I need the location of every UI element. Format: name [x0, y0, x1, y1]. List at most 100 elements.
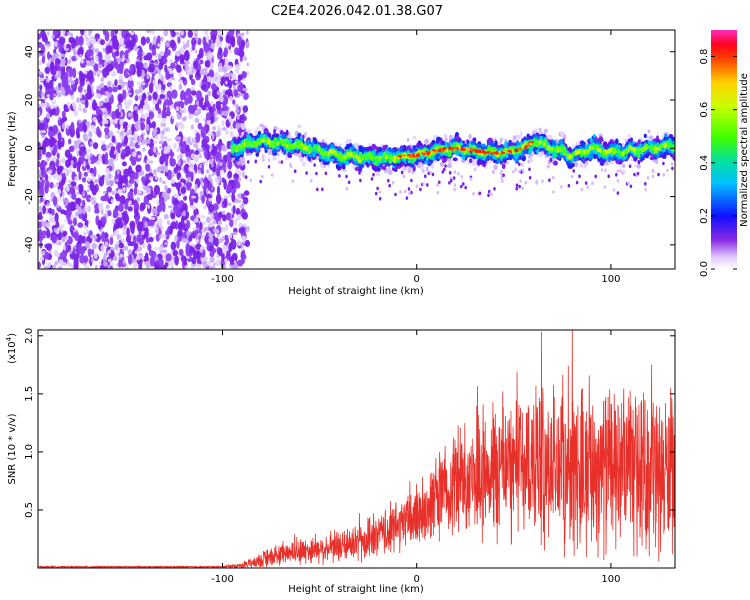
noise-cell — [57, 116, 60, 120]
noise-cell — [61, 58, 66, 65]
noise-cell — [75, 197, 82, 205]
noise-cell — [61, 75, 68, 86]
noise-cell — [227, 50, 232, 54]
noise-cell — [111, 110, 117, 120]
noise-cell — [93, 166, 97, 177]
signal-cell — [647, 129, 651, 134]
noise-cell — [158, 72, 162, 80]
noise-cell — [196, 263, 202, 269]
noise-cell — [116, 169, 120, 175]
noise-cell — [83, 109, 87, 113]
noise-cell — [186, 39, 190, 45]
noise-cell — [89, 38, 94, 43]
noise-cell — [44, 66, 50, 74]
noise-cell — [115, 220, 120, 229]
noise-cell — [200, 84, 207, 91]
noise-cell — [107, 265, 111, 269]
noise-cell — [215, 229, 218, 235]
noise-cell — [112, 208, 119, 219]
noise-cell — [48, 207, 53, 214]
noise-cell — [210, 225, 216, 236]
noise-cell — [213, 30, 218, 36]
noise-cell — [70, 181, 77, 187]
noise-cell — [38, 228, 43, 236]
noise-cell — [110, 146, 116, 152]
noise-cell — [84, 99, 89, 109]
noise-cell — [54, 212, 59, 223]
noise-cell — [227, 170, 233, 179]
noise-cell — [42, 205, 46, 215]
noise-cell — [38, 77, 45, 82]
noise-cell — [76, 97, 80, 103]
noise-cell — [236, 115, 240, 120]
noise-cell — [141, 243, 147, 249]
noise-cell — [170, 212, 176, 220]
noise-cell — [189, 265, 195, 269]
noise-cell — [48, 216, 53, 224]
noise-cell — [219, 36, 224, 42]
noise-cell — [90, 248, 95, 255]
noise-cell — [200, 168, 205, 175]
noise-cell — [136, 196, 140, 203]
noise-cell — [39, 205, 42, 212]
noise-cell — [78, 170, 82, 181]
noise-cell — [70, 213, 74, 221]
noise-cell — [39, 84, 43, 91]
noise-cell — [179, 123, 185, 130]
noise-cell — [158, 195, 165, 207]
noise-cell — [223, 194, 227, 199]
noise-cell — [138, 135, 142, 142]
noise-cell — [159, 176, 163, 183]
noise-cell — [177, 36, 181, 44]
noise-cell — [232, 218, 238, 223]
noise-cell — [240, 204, 245, 209]
signal-cell — [543, 128, 548, 133]
noise-cell — [195, 132, 201, 144]
noise-cell — [103, 119, 109, 125]
noise-cell — [193, 143, 196, 148]
noise-cell — [176, 154, 181, 161]
noise-cell — [130, 31, 135, 36]
noise-cell — [178, 248, 184, 256]
noise-cell — [157, 246, 162, 251]
noise-cell — [135, 215, 140, 225]
signal-cell — [492, 170, 495, 174]
noise-cell — [115, 178, 119, 182]
noise-cell — [49, 147, 54, 151]
noise-cell — [148, 249, 154, 257]
noise-cell — [60, 224, 65, 229]
noise-cell — [164, 184, 168, 192]
signal-cell — [621, 163, 626, 168]
noise-cell — [183, 116, 187, 121]
noise-cell — [79, 54, 83, 58]
noise-cell — [45, 77, 49, 82]
noise-cell — [105, 111, 108, 118]
noise-cell — [57, 196, 62, 202]
noise-cell — [48, 169, 53, 174]
noise-cell — [66, 102, 71, 106]
noise-cell — [195, 49, 198, 54]
noise-cell — [115, 50, 120, 57]
noise-cell — [199, 59, 204, 65]
signal-cell — [443, 133, 448, 139]
noise-cell — [123, 135, 129, 145]
noise-cell — [47, 51, 51, 60]
signal-cell — [649, 135, 654, 140]
noise-cell — [203, 74, 208, 83]
noise-cell — [98, 261, 102, 267]
noise-cell — [159, 250, 164, 254]
noise-cell — [195, 214, 201, 219]
noise-cell — [44, 265, 47, 269]
noise-cell — [217, 258, 221, 266]
noise-cell — [89, 152, 93, 157]
noise-cell — [128, 76, 134, 81]
noise-cell — [157, 43, 161, 47]
noise-cell — [83, 171, 89, 177]
noise-cell — [199, 68, 205, 76]
noise-cell — [39, 256, 45, 261]
noise-cell — [127, 249, 133, 255]
signal-cell — [241, 157, 245, 163]
noise-cell — [206, 169, 210, 174]
noise-cell — [195, 100, 199, 106]
noise-cell — [104, 134, 109, 140]
